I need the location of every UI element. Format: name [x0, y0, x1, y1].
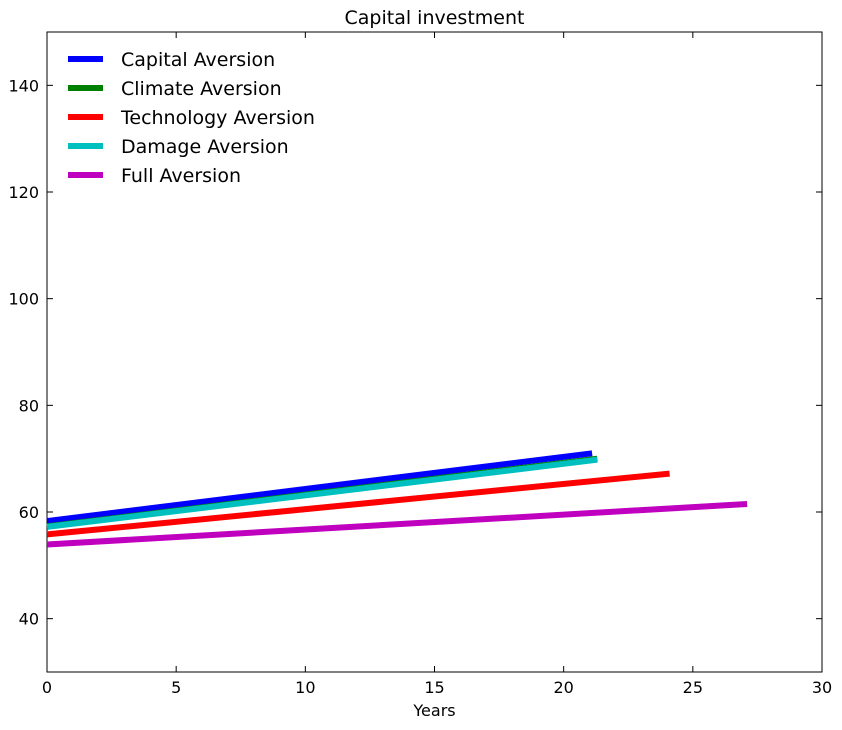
legend-label-capital-aversion: Capital Aversion: [121, 49, 275, 71]
y-tick-label: 100: [8, 290, 39, 309]
series-line-full-aversion: [46, 501, 748, 548]
x-tick-label: 0: [42, 678, 52, 697]
y-tick-label: 60: [19, 503, 39, 522]
x-tick-label: 15: [424, 678, 444, 697]
x-tick-label: 10: [295, 678, 315, 697]
chart-title: Capital investment: [345, 7, 525, 29]
y-tick-label: 140: [8, 76, 39, 95]
legend: Capital Aversion Climate Aversion Technolo…: [68, 49, 315, 187]
legend-label-climate-aversion: Climate Aversion: [121, 78, 282, 100]
series-line-damage-aversion: [46, 456, 598, 530]
x-tick-label: 25: [683, 678, 703, 697]
series-line-capital-aversion: [46, 450, 593, 525]
y-tick-label: 120: [8, 183, 39, 202]
series-line-technology-aversion: [46, 470, 670, 538]
series-layer: [46, 450, 748, 548]
legend-label-damage-aversion: Damage Aversion: [121, 136, 289, 158]
legend-label-technology-aversion: Technology Aversion: [120, 107, 315, 129]
y-tick-label: 40: [19, 610, 39, 629]
y-tick-label: 80: [19, 396, 39, 415]
x-tick-label: 30: [812, 678, 832, 697]
x-tick-label: 20: [553, 678, 573, 697]
legend-label-full-aversion: Full Aversion: [121, 165, 241, 187]
x-tick-label: 5: [171, 678, 181, 697]
axis-ticks: 0 5 10 15 20 25 30 40 60 80 100 120 140: [8, 32, 832, 697]
plot-frame: [46, 31, 823, 673]
x-axis-label: Years: [412, 701, 455, 720]
